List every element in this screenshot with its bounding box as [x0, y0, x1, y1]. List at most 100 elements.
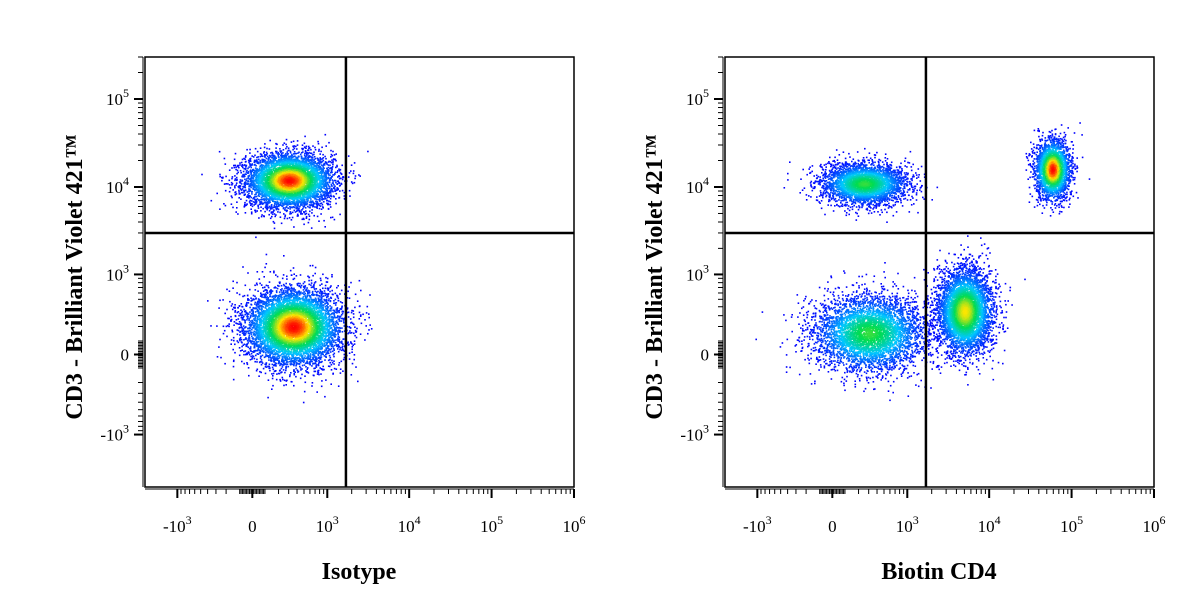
- event-dot: [279, 212, 281, 214]
- event-dot: [278, 162, 280, 164]
- event-dot: [310, 186, 312, 188]
- event-dot: [316, 207, 318, 209]
- event-dot: [250, 165, 252, 167]
- event-dot: [288, 191, 290, 193]
- event-dot: [244, 185, 246, 187]
- event-dot: [330, 194, 332, 196]
- event-dot: [298, 208, 300, 210]
- event-dot: [291, 219, 293, 221]
- event-dot: [264, 202, 266, 204]
- event-dot: [354, 178, 356, 180]
- event-dot: [242, 192, 244, 194]
- event-dot: [261, 154, 263, 156]
- event-dot: [255, 211, 257, 213]
- event-dot: [262, 208, 264, 210]
- event-dot: [244, 183, 246, 185]
- event-dot: [307, 206, 309, 208]
- event-dot: [269, 148, 271, 150]
- event-dot: [355, 175, 357, 177]
- event-dot: [252, 206, 254, 208]
- event-dot: [354, 182, 356, 184]
- event-dot: [310, 160, 312, 162]
- event-dot: [283, 149, 285, 151]
- event-dot: [292, 149, 294, 151]
- event-dot: [327, 197, 329, 199]
- event-dot: [326, 170, 328, 172]
- event-dot: [291, 154, 293, 156]
- event-dot: [266, 148, 268, 150]
- event-dot: [293, 171, 295, 173]
- event-dot: [298, 156, 300, 158]
- event-dot: [270, 187, 272, 189]
- event-dot: [240, 198, 242, 200]
- event-dot: [284, 142, 286, 144]
- event-dot: [299, 173, 301, 175]
- event-dot: [274, 213, 276, 215]
- event-dot: [287, 207, 289, 209]
- event-dot: [260, 160, 262, 162]
- event-dot: [312, 163, 314, 165]
- event-dot: [334, 186, 336, 188]
- event-dot: [315, 176, 317, 178]
- event-dot: [289, 163, 291, 165]
- event-dot: [236, 177, 238, 179]
- event-dot: [351, 181, 353, 183]
- event-dot: [201, 174, 203, 176]
- event-dot: [258, 199, 260, 201]
- event-dot: [268, 214, 270, 216]
- event-dot: [330, 188, 332, 190]
- event-dot: [332, 190, 334, 192]
- event-dot: [328, 142, 330, 144]
- event-dot: [339, 214, 341, 216]
- event-dot: [320, 168, 322, 170]
- event-dot: [314, 192, 316, 194]
- event-dot: [334, 154, 336, 156]
- event-dot: [229, 184, 231, 186]
- event-dot: [257, 151, 259, 153]
- event-dot: [240, 170, 242, 172]
- event-dot: [323, 160, 325, 162]
- event-dot: [305, 158, 307, 160]
- event-dot: [271, 164, 273, 166]
- event-dot: [248, 188, 250, 190]
- event-dot: [242, 180, 244, 182]
- event-dot: [302, 177, 304, 179]
- event-dot: [301, 157, 303, 159]
- event-dot: [309, 215, 311, 217]
- event-dot: [303, 195, 305, 197]
- event-dot: [286, 179, 288, 181]
- event-dot: [322, 177, 324, 179]
- event-dot: [288, 147, 290, 149]
- event-dot: [300, 212, 302, 214]
- event-dot: [323, 220, 325, 222]
- event-dot: [278, 168, 280, 170]
- event-dot: [270, 152, 272, 154]
- event-dot: [274, 169, 276, 171]
- event-dot: [259, 179, 261, 181]
- event-dot: [275, 197, 277, 199]
- event-dot: [274, 203, 276, 205]
- event-dot: [334, 188, 336, 190]
- event-dot: [276, 189, 278, 191]
- event-dot: [273, 170, 275, 172]
- event-dot: [289, 213, 291, 215]
- event-dot: [285, 144, 287, 146]
- event-dot: [272, 207, 274, 209]
- event-dot: [282, 144, 284, 146]
- event-dot: [326, 162, 328, 164]
- event-dot: [285, 201, 287, 203]
- event-dot: [250, 190, 252, 192]
- event-dot: [235, 184, 237, 186]
- event-dot: [306, 213, 308, 215]
- event-dot: [294, 159, 296, 161]
- event-dot: [298, 168, 300, 170]
- event-dot: [270, 162, 272, 164]
- event-dot: [315, 195, 317, 197]
- event-dot: [317, 158, 319, 160]
- event-dot: [274, 205, 276, 207]
- event-dot: [265, 184, 267, 186]
- event-dot: [263, 151, 265, 153]
- event-dot: [251, 175, 253, 177]
- event-dot: [280, 171, 282, 173]
- event-dot: [266, 154, 268, 156]
